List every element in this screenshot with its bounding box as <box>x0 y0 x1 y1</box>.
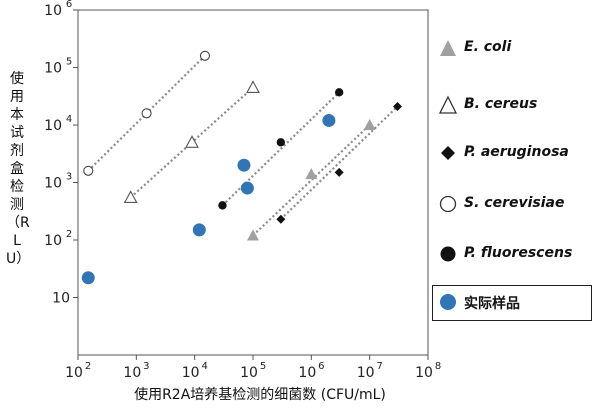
y-tick-exponent: 5 <box>66 57 72 68</box>
axes <box>77 9 429 356</box>
data-point <box>322 113 336 127</box>
y-tick-label: 10 <box>44 176 62 192</box>
data-point <box>240 181 254 195</box>
trendline <box>252 124 371 237</box>
triangle-open-icon <box>438 95 458 114</box>
x-tick-exponent: 8 <box>435 361 441 372</box>
legend-item-sample: 实际样品 <box>438 292 598 314</box>
y-axis-label: 使用本试剂盒检测（RLU） <box>6 71 31 267</box>
circle-filled-icon <box>440 246 456 262</box>
x-tick-label: 10 <box>298 365 316 381</box>
data-point <box>237 158 251 172</box>
legend-item-e-coli: E. coli <box>438 38 598 60</box>
y-tick-label: 10 <box>52 291 70 307</box>
data-point <box>199 50 210 61</box>
y-tick-exponent: 4 <box>66 114 72 125</box>
legend-label-sample: 实际样品 <box>464 296 520 312</box>
data-point <box>81 271 95 285</box>
data-point <box>192 223 206 237</box>
data-point <box>83 165 94 176</box>
x-tick-exponent: 6 <box>318 361 324 372</box>
data-point <box>123 190 138 203</box>
x-tick-exponent: 7 <box>376 361 382 372</box>
legend-item-b-cereus: B. cereus <box>438 95 598 117</box>
data-point <box>334 88 344 97</box>
data-point <box>218 201 227 210</box>
x-tick-label: 10 <box>123 365 141 381</box>
legend-item-p-aeruginosa: P. aeruginosa <box>438 143 598 165</box>
legend-label-p-aeruginosa: P. aeruginosa <box>464 144 569 160</box>
x-tick-labels: 10 2 10 3 10 4 10 5 10 6 10 7 10 8 <box>65 355 441 381</box>
data-point <box>305 168 318 180</box>
data-point <box>246 80 260 93</box>
data-point <box>185 135 199 148</box>
x-tick-exponent: 3 <box>143 361 149 372</box>
y-tick-label: 10 <box>44 118 62 134</box>
legend-item-s-cerevisiae: S. cerevisiae <box>438 194 598 216</box>
x-tick-label: 10 <box>65 365 83 381</box>
x-tick-exponent: 4 <box>201 361 207 372</box>
x-tick-exponent: 2 <box>85 361 91 372</box>
data-point <box>141 108 152 119</box>
data-points <box>81 50 402 285</box>
data-point <box>276 138 286 147</box>
data-point <box>363 119 376 130</box>
y-tick-label: 10 <box>44 3 62 19</box>
y-tick-exponent: 3 <box>66 172 72 183</box>
triangle-filled-icon <box>440 40 456 56</box>
y-tick-exponent: 2 <box>66 229 72 240</box>
legend-item-p-fluorescens: P. fluorescens <box>438 244 598 266</box>
diamond-filled-icon <box>441 146 455 160</box>
y-tick-labels: 10 10 2 10 3 10 4 10 5 10 6 <box>44 0 78 307</box>
trendlines <box>87 54 399 237</box>
x-tick-exponent: 5 <box>260 361 266 372</box>
x-tick-label: 10 <box>182 365 200 381</box>
x-axis-label: 使用R2A培养基检测的细菌数 (CFU/mL) <box>134 387 386 403</box>
data-point <box>392 101 402 111</box>
circle-filled-blue-icon <box>440 294 456 310</box>
trendline <box>280 105 399 220</box>
x-tick-label: 10 <box>240 365 258 381</box>
y-tick-label: 10 <box>44 233 62 249</box>
data-point <box>334 167 344 177</box>
data-point <box>276 214 286 224</box>
legend-label-e-coli: E. coli <box>464 39 512 55</box>
circle-open-icon <box>439 195 457 213</box>
trendline <box>221 91 340 207</box>
legend-label-b-cereus: B. cereus <box>464 96 538 112</box>
x-tick-label: 10 <box>357 365 375 381</box>
data-point <box>247 229 259 241</box>
plot-frame <box>77 9 429 356</box>
legend-label-s-cerevisiae: S. cerevisiae <box>464 195 565 211</box>
y-tick-label: 10 <box>44 61 62 77</box>
y-tick-exponent: 6 <box>66 0 72 10</box>
legend-highlight-box <box>432 285 592 321</box>
x-tick-label: 10 <box>415 365 433 381</box>
legend-label-p-fluorescens: P. fluorescens <box>464 245 573 261</box>
